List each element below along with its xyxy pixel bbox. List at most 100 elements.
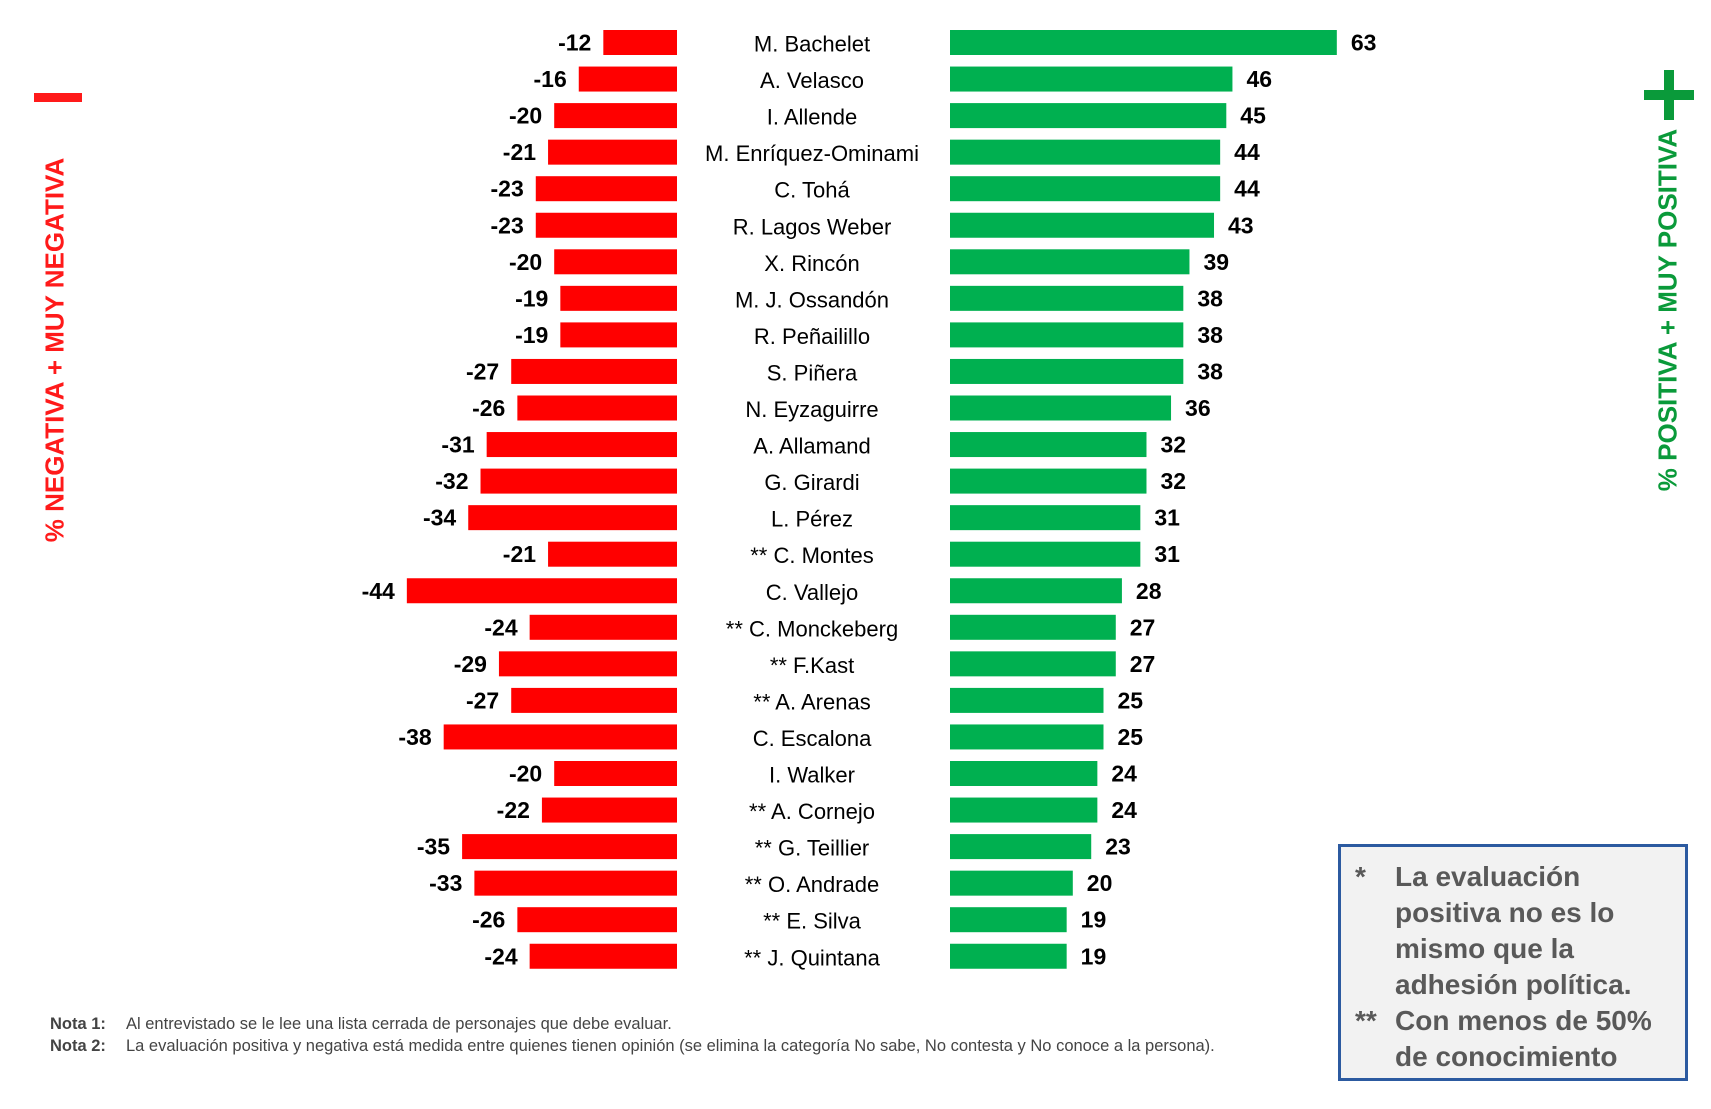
negative-bar [511,358,677,384]
negative-value-label: -31 [441,432,474,458]
negative-bar [554,761,677,786]
negative-bar [541,797,677,823]
note-2: Nota 2: La evaluación positiva y negativ… [50,1035,1250,1057]
negative-value-label: -44 [362,578,395,604]
negative-value-label: -26 [472,907,505,933]
category-label: ** E. Silva [763,909,862,934]
negative-bar [529,943,677,969]
category-label: A. Velasco [760,68,864,93]
negative-value-label: -35 [417,834,450,860]
negative-value-label: -32 [435,468,468,494]
negative-bar [554,103,677,129]
callout-mark-2: ** [1355,1005,1377,1036]
positive-value-label: 31 [1154,505,1180,531]
negative-value-label: -34 [423,505,456,531]
negative-value-label: -20 [509,103,542,129]
callout-text-2: Con menos de 50% de conocimiento [1395,1005,1652,1072]
negative-bar [462,834,677,860]
minus-icon [34,93,82,102]
positive-value-label: 32 [1160,432,1186,458]
positive-bar [950,176,1221,202]
negative-value-label: -27 [466,358,499,384]
negative-bar [443,724,677,750]
category-label: S. Piñera [767,360,858,385]
negative-bar [511,687,677,713]
negative-bar [535,212,677,238]
positive-bar [950,614,1116,640]
category-label: M. Enríquez-Ominami [705,141,919,166]
category-label: R. Peñailillo [754,324,870,349]
positive-bar [950,358,1184,384]
negative-value-label: -33 [429,870,462,896]
negative-value-label: -20 [509,761,542,787]
footnotes: Nota 1: Al entrevistado se le lee una li… [50,1013,1250,1057]
negative-value-label: -19 [515,322,548,348]
category-label: ** A. Arenas [753,689,870,714]
negative-value-label: -23 [491,212,524,238]
positive-value-label: 24 [1111,761,1137,787]
negative-value-label: -22 [497,797,530,823]
positive-bar [950,834,1092,860]
category-label: R. Lagos Weber [733,214,892,239]
diverging-bar-chart: -12 63 M. Bachelet -16 46 A. Velasco -20 45 I. A… [362,30,1377,971]
positive-bar [950,249,1190,275]
negative-bar [517,395,677,421]
positive-bar [950,651,1116,677]
positive-value-label: 32 [1160,468,1186,494]
positive-bar [950,797,1098,823]
category-label: C. Vallejo [766,580,859,605]
positive-value-label: 19 [1081,907,1107,933]
positive-bar [950,541,1141,567]
positive-value-label: 19 [1081,943,1107,969]
category-label: G. Girardi [764,470,859,495]
positive-series-title: % POSITIVA + MUY POSITIVA [1652,128,1683,492]
positive-value-label: 27 [1130,651,1156,677]
negative-bar [554,249,677,275]
positive-bar [950,870,1073,896]
positive-bar [950,505,1141,531]
negative-value-label: -21 [503,139,536,165]
category-label: X. Rincón [764,251,859,276]
category-label: M. J. Ossandón [735,287,889,312]
category-label: I. Allende [767,105,858,130]
category-label: I. Walker [769,763,855,788]
positive-value-label: 38 [1197,358,1223,384]
positive-value-label: 44 [1234,139,1260,165]
positive-bar [950,66,1233,92]
positive-bar [950,285,1184,311]
note-1-text: Al entrevistado se le lee una lista cerr… [126,1015,672,1033]
negative-bar [578,66,677,92]
negative-value-label: -38 [398,724,431,750]
category-label: ** F.Kast [770,653,854,678]
callout-text-1: La evaluación positiva no es lo mismo qu… [1395,861,1632,1000]
negative-value-label: -16 [534,66,567,92]
negative-value-label: -27 [466,687,499,713]
positive-bar [950,212,1215,238]
negative-bar [486,432,677,458]
negative-bar [603,30,677,55]
negative-bar [468,505,677,531]
negative-value-label: -29 [454,651,487,677]
positive-bar [950,468,1147,494]
negative-bar [517,907,677,933]
negative-bar [560,285,677,311]
positive-value-label: 24 [1111,797,1137,823]
negative-bar [548,139,677,165]
callout-line-1: * La evaluación positiva no es lo mismo … [1355,859,1671,1003]
positive-bar [950,322,1184,348]
positive-value-label: 25 [1118,724,1144,750]
positive-value-label: 43 [1228,212,1254,238]
positive-bar [950,578,1122,604]
category-label: ** J. Quintana [744,945,881,970]
negative-value-label: -21 [503,541,536,567]
callout-box: * La evaluación positiva no es lo mismo … [1338,844,1688,1081]
negative-value-label: -26 [472,395,505,421]
note-1-label: Nota 1: [50,1015,106,1033]
negative-value-label: -24 [484,614,517,640]
plus-icon [1644,70,1694,120]
category-label: L. Pérez [771,507,853,532]
positive-value-label: 28 [1136,578,1162,604]
positive-value-label: 31 [1154,541,1180,567]
category-label: ** O. Andrade [745,872,880,897]
category-label: ** C. Montes [750,543,874,568]
